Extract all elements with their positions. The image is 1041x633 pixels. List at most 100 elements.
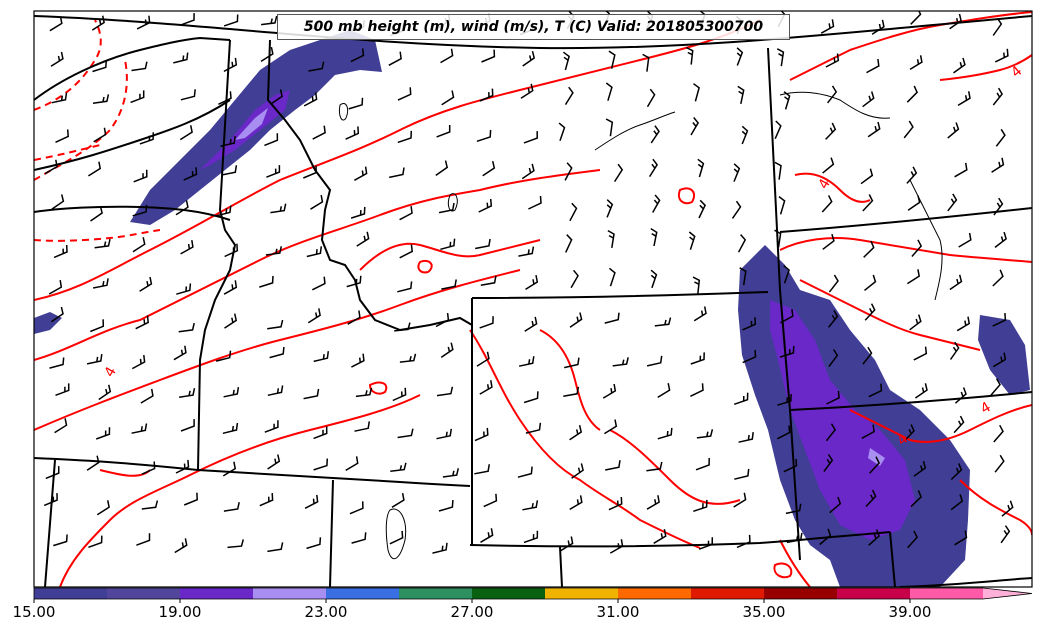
- shading-region-east-core: [770, 300, 915, 540]
- wind-barb: [860, 168, 874, 185]
- wind-barb: [825, 53, 840, 68]
- temperature-contours: [34, 11, 1032, 587]
- wind-barb: [523, 530, 539, 544]
- wind-barb: [958, 232, 972, 248]
- wind-barb: [481, 49, 496, 63]
- wind-barb: [822, 157, 835, 174]
- map-title: 500 mb height (m), wind (m/s), T (C) Val…: [277, 14, 790, 40]
- wind-barb: [397, 281, 413, 293]
- wind-barb: [736, 534, 751, 549]
- wind-barb: [53, 534, 68, 547]
- wind-barb: [44, 159, 58, 175]
- state-border: [559, 546, 563, 587]
- wind-barb: [345, 126, 360, 140]
- wind-barb: [348, 97, 364, 110]
- wind-barb: [906, 85, 918, 103]
- wind-barb: [564, 86, 574, 105]
- colorbar-segment: [399, 588, 473, 599]
- wind-barb: [737, 234, 747, 253]
- wind-barb: [216, 205, 232, 217]
- wind-barb: [564, 162, 573, 181]
- wind-barb: [780, 309, 794, 324]
- colorbar-tick-label: 35.00: [742, 603, 786, 621]
- wind-barb: [646, 88, 656, 108]
- wind-barb: [914, 383, 928, 399]
- colorbar-segment: [910, 588, 984, 599]
- wind-barbs: [43, 11, 1014, 554]
- temperature-contour: [539, 329, 601, 431]
- wind-barb: [783, 91, 791, 110]
- wind-barb: [435, 313, 450, 328]
- wind-barb: [562, 51, 570, 71]
- wind-barb: [783, 265, 790, 284]
- wind-barb: [569, 312, 583, 328]
- wind-barb: [613, 163, 624, 183]
- wind-barb: [565, 234, 573, 253]
- wind-barb: [570, 269, 579, 289]
- wind-barb: [180, 89, 196, 101]
- wind-barb: [174, 538, 188, 554]
- wind-barb: [869, 456, 881, 474]
- wind-barb: [480, 275, 497, 286]
- wind-barb: [136, 15, 151, 30]
- wind-barb: [389, 167, 405, 179]
- wind-barb: [441, 90, 455, 106]
- wind-barb: [517, 466, 533, 478]
- wind-barb: [133, 169, 148, 183]
- wind-barb: [737, 85, 745, 105]
- temperature-contour: [59, 394, 421, 587]
- wind-barb: [346, 275, 362, 288]
- wind-barb: [949, 274, 963, 291]
- wind-barb: [269, 346, 285, 359]
- wind-barb: [733, 392, 749, 406]
- political-boundaries: [34, 15, 1032, 587]
- wind-barb: [646, 355, 663, 367]
- colorbar: [33, 587, 1033, 603]
- colorbar-tick-label: 27.00: [450, 603, 494, 621]
- lake: [447, 193, 458, 212]
- wind-barb: [827, 85, 838, 104]
- wind-barb: [350, 206, 366, 219]
- wind-barb: [220, 135, 236, 147]
- wind-barb: [606, 199, 614, 218]
- wind-barb: [306, 537, 322, 550]
- temperature-contour: [678, 187, 696, 205]
- dashed-temperature-contour: [34, 144, 101, 161]
- wind-barb: [564, 357, 580, 369]
- wind-barb: [911, 239, 923, 257]
- wind-barb: [823, 453, 834, 472]
- wind-barb: [518, 356, 535, 367]
- shading-region-west-edge: [34, 312, 62, 334]
- wind-barb: [90, 206, 103, 222]
- wind-barb: [270, 89, 283, 105]
- wind-barb: [947, 122, 960, 139]
- wind-barb: [223, 280, 238, 295]
- wind-barb: [259, 275, 274, 288]
- wind-barb: [397, 87, 412, 101]
- wind-barb: [953, 57, 966, 74]
- wind-barb: [646, 495, 660, 510]
- wind-barb: [828, 349, 839, 368]
- wind-barb: [731, 200, 742, 219]
- lake: [339, 103, 349, 121]
- wind-barb: [307, 308, 321, 324]
- wind-barb: [223, 386, 240, 398]
- wind-barb: [607, 229, 615, 249]
- wind-barb: [867, 121, 881, 138]
- state-border: [889, 531, 896, 587]
- wind-barb: [990, 378, 1001, 396]
- temperature-contour: [773, 562, 793, 579]
- wind-barb: [657, 427, 673, 440]
- coastline: [34, 99, 231, 171]
- wind-barb: [136, 533, 151, 546]
- wind-barb: [173, 345, 187, 361]
- wind-barb: [180, 239, 194, 255]
- wind-barb: [862, 91, 875, 108]
- wind-barb: [739, 267, 747, 286]
- colorbar-tick-label: 23.00: [304, 603, 348, 621]
- wind-barb: [222, 461, 237, 477]
- state-border: [899, 577, 1032, 587]
- temperature-contour: [469, 329, 701, 549]
- wind-barb: [392, 387, 407, 402]
